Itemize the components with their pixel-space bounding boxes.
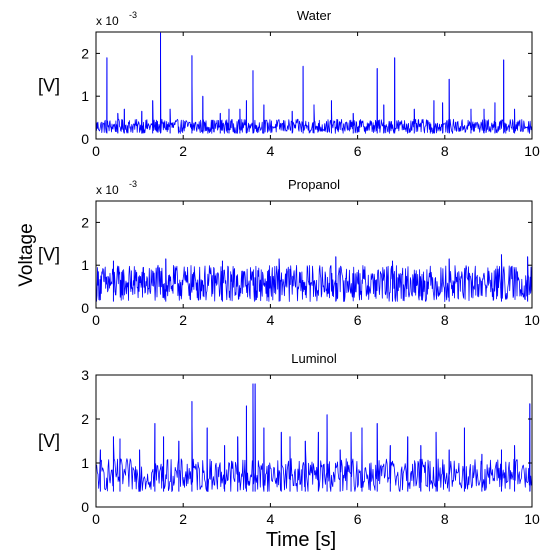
- axes-frame-2: [95, 374, 533, 508]
- x-tick-label-2-4: 8: [441, 511, 449, 527]
- panel-2: 0 2 4 6 8 10 0 1 2 3 Luminol [V]: [38, 351, 540, 527]
- y-tick-label-0-1: 1: [81, 88, 89, 104]
- x-tick-label-1-3: 6: [354, 312, 362, 328]
- figure-xlabel: Time [s]: [266, 529, 336, 550]
- x-tick-label-2-1: 2: [179, 511, 187, 527]
- x-tick-label-0-1: 2: [179, 143, 187, 159]
- axes-frame-1: [95, 200, 533, 309]
- figure-ylabel: Voltage: [16, 223, 37, 286]
- panel-ylabel-1: [V]: [38, 245, 60, 265]
- y-tick-label-2-2: 2: [81, 411, 89, 427]
- panel-0: 0 2 4 6 8 10 0 1 2 Water [V] x 10 -3: [38, 8, 540, 159]
- y-tick-label-0-0: 0: [81, 131, 89, 147]
- panel-title-1: Propanol: [288, 177, 340, 192]
- x-tick-label-0-0: 0: [92, 143, 100, 159]
- panel-title-0: Water: [297, 8, 332, 23]
- x-tick-label-1-4: 8: [441, 312, 449, 328]
- y-tick-label-1-0: 0: [81, 300, 89, 316]
- x-tick-label-0-2: 4: [267, 143, 275, 159]
- x-tick-label-0-3: 6: [354, 143, 362, 159]
- x-tick-label-1-0: 0: [92, 312, 100, 328]
- y-tick-label-2-3: 3: [81, 367, 89, 383]
- panel-1: 0 2 4 6 8 10 0 1 2 Propanol [V] x 10 -3: [38, 177, 540, 328]
- panel-ylabel-0: [V]: [38, 76, 60, 96]
- scale-label-0: x 10: [96, 14, 119, 28]
- panel-ylabel-2: [V]: [38, 431, 60, 451]
- y-tick-label-0-2: 2: [81, 45, 89, 61]
- x-tick-label-2-0: 0: [92, 511, 100, 527]
- y-tick-label-2-1: 1: [81, 455, 89, 471]
- scale-label-1: x 10: [96, 183, 119, 197]
- axes-frame-0: [95, 31, 533, 140]
- x-tick-label-1-5: 10: [524, 312, 540, 328]
- y-tick-label-1-1: 1: [81, 257, 89, 273]
- series-line-1-0: [95, 254, 533, 302]
- x-tick-label-2-3: 6: [354, 511, 362, 527]
- x-tick-label-2-5: 10: [524, 511, 540, 527]
- x-tick-label-0-5: 10: [524, 143, 540, 159]
- series-line-2-0: [95, 383, 533, 492]
- y-tick-label-2-0: 0: [81, 499, 89, 515]
- panel-title-2: Luminol: [291, 351, 337, 366]
- y-tick-label-1-2: 2: [81, 214, 89, 230]
- x-tick-label-2-2: 4: [267, 511, 275, 527]
- x-tick-label-0-4: 8: [441, 143, 449, 159]
- scale-exponent-1: -3: [129, 179, 137, 189]
- x-tick-label-1-2: 4: [267, 312, 275, 328]
- scale-exponent-0: -3: [129, 10, 137, 20]
- x-tick-label-1-1: 2: [179, 312, 187, 328]
